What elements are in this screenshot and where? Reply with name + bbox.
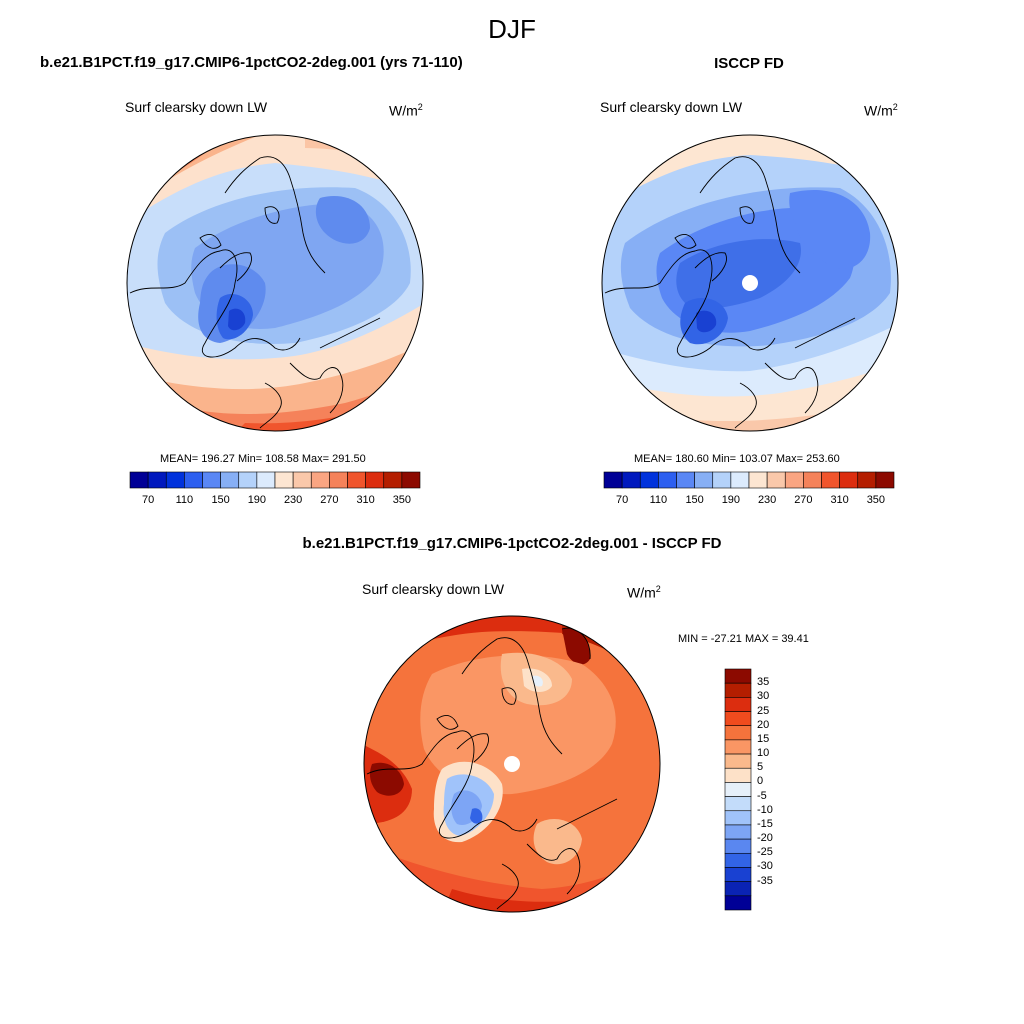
colorbar-swatch [220,471,240,489]
colorbar-tick-label: 30 [757,690,770,703]
colorbar-tick-label: 10 [757,747,770,760]
colorbar-tick-label: 270 [794,494,813,506]
colorbar-swatch [401,471,421,489]
colorbar-tick-label: -35 [757,874,773,887]
left-case-title: b.e21.B1PCT.f19_g17.CMIP6-1pctCO2-2deg.0… [40,54,463,71]
colorbar-swatch [724,796,752,812]
colorbar-swatch [724,739,752,755]
colorbar-swatch [724,753,752,769]
right-case-title: ISCCP FD [714,55,784,72]
right-variable-label: Surf clearsky down LW [600,99,743,115]
colorbar-swatch [383,471,403,489]
colorbar-tick-label: 230 [283,494,303,506]
colorbar-swatch [202,471,221,489]
colorbar-swatch [724,725,752,741]
colorbar-tick-label: -15 [757,817,773,830]
colorbar-swatch [724,867,752,882]
colorbar-swatch [712,471,732,489]
colorbar-tick-label: 15 [757,732,770,745]
colorbar-swatch [310,471,330,489]
colorbar-swatch [676,471,695,489]
colorbar-tick-label: 310 [830,494,849,506]
right-colorbar [603,471,895,489]
colorbar-tick-label: 350 [392,494,412,506]
left-variable-label: Surf clearsky down LW [125,99,268,115]
colorbar-swatch [748,471,768,489]
colorbar-tick-label: 350 [866,494,886,506]
colorbar-swatch [803,471,822,489]
colorbar-swatch [347,471,366,489]
colorbar-swatch [730,471,750,489]
colorbar-swatch [184,471,203,489]
colorbar-tick-label: 230 [757,494,777,506]
colorbar-swatch [329,471,348,489]
colorbar-swatch [165,471,185,489]
colorbar-swatch [821,471,840,489]
left-units-label: W/m2 [389,102,423,119]
colorbar-swatch [694,471,714,489]
right-stats: MEAN= 180.60 Min= 103.07 Max= 253.60 [634,453,840,465]
colorbar-tick-label: 110 [175,494,194,506]
colorbar-tick-label: 20 [757,718,770,731]
diff-variable-label: Surf clearsky down LW [362,581,505,597]
colorbar-swatch [724,697,752,712]
colorbar-swatch [724,881,752,897]
colorbar-swatch [365,471,385,489]
colorbar-tick-label: 270 [320,494,339,506]
colorbar-swatch [724,711,752,727]
colorbar-swatch [784,471,804,489]
right-polar-map [601,134,899,432]
colorbar-swatch [724,852,752,868]
colorbar-tick-label: 70 [142,494,155,506]
colorbar-swatch [724,895,752,911]
colorbar-swatch [256,471,276,489]
colorbar-swatch [129,471,149,489]
colorbar-swatch [724,810,752,826]
colorbar-swatch [724,838,752,854]
colorbar-swatch [621,471,641,489]
colorbar-tick-label: 35 [757,676,770,689]
colorbar-swatch [603,471,623,489]
colorbar-swatch [639,471,659,489]
diff-stats: MIN = -27.21 MAX = 39.41 [678,633,809,645]
colorbar-swatch [238,471,258,489]
colorbar-swatch [292,471,312,489]
colorbar-tick-label: -20 [757,832,773,845]
colorbar-tick-label: 190 [721,494,741,506]
colorbar-tick-label: -5 [757,789,767,802]
colorbar-swatch [724,782,752,797]
colorbar-tick-label: 110 [649,494,668,506]
colorbar-tick-label: 190 [247,494,267,506]
figure-title: DJF [488,14,536,44]
colorbar-tick-label: 150 [211,494,230,506]
colorbar-swatch [724,824,752,840]
colorbar-tick-label: -10 [757,803,773,816]
left-polar-map [126,134,424,432]
colorbar-swatch [724,682,752,698]
colorbar-swatch [857,471,877,489]
colorbar-swatch [875,471,895,489]
colorbar-tick-label: -25 [757,846,773,859]
colorbar-swatch [724,668,752,684]
colorbar-swatch [839,471,859,489]
left-stats: MEAN= 196.27 Min= 108.58 Max= 291.50 [160,453,366,465]
diff-colorbar [724,668,752,911]
colorbar-tick-label: 0 [757,775,764,788]
left-colorbar [129,471,421,489]
diff-case-title: b.e21.B1PCT.f19_g17.CMIP6-1pctCO2-2deg.0… [302,535,722,552]
diff-units-label: W/m2 [627,584,661,601]
colorbar-swatch [274,471,294,489]
right-units-label: W/m2 [864,102,898,119]
colorbar-tick-label: 150 [685,494,704,506]
colorbar-swatch [766,471,786,489]
colorbar-swatch [724,767,752,783]
colorbar-tick-label: 310 [356,494,375,506]
colorbar-tick-label: 5 [757,761,764,774]
colorbar-tick-label: 70 [616,494,629,506]
diff-polar-map [363,615,661,913]
colorbar-swatch [658,471,677,489]
colorbar-tick-label: -30 [757,860,773,873]
colorbar-tick-label: 25 [757,704,770,717]
colorbar-swatch [147,471,167,489]
